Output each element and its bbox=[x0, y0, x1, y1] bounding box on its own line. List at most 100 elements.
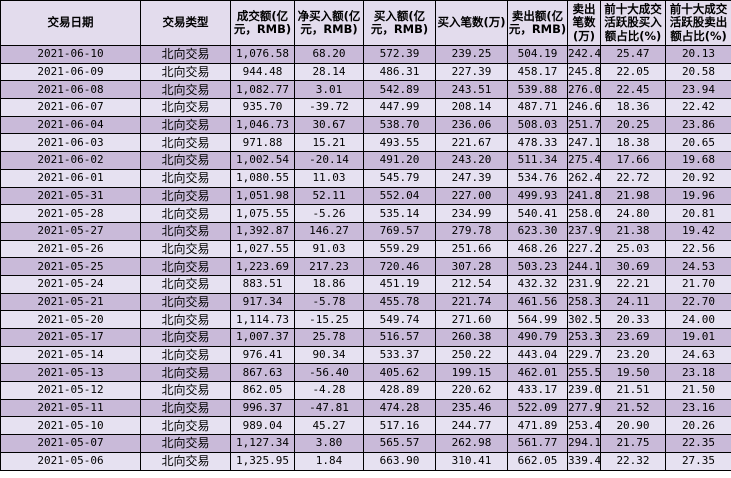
table-row[interactable]: 2021-05-10 北向交易 989.04 45.27 517.16 244.77 471… bbox=[0, 416, 731, 436]
column-header-top10-buy-pct[interactable]: 前十大成交活跃股买入额占比(%) bbox=[600, 0, 666, 46]
table-row[interactable]: 2021-05-07 北向交易 1,127.34 3.80 565.57 262.98 56… bbox=[0, 434, 731, 453]
table-row[interactable]: 2021-05-06 北向交易 1,325.95 1.84 663.90 310.41 66… bbox=[0, 451, 731, 471]
table-row[interactable]: 2021-05-17 北向交易 1,007.37 25.78 516.57 260.38 4… bbox=[0, 328, 731, 347]
cell-buy_amount: 428.89 bbox=[363, 381, 436, 400]
table-row[interactable]: 2021-05-28 北向交易 1,075.55 -5.26 535.14 234.99 5… bbox=[0, 204, 731, 223]
cell-sell_amount: 522.09 bbox=[507, 398, 568, 418]
column-header-type[interactable]: 交易类型 bbox=[140, 0, 231, 46]
cell-sell_count: 258.34 bbox=[567, 292, 601, 312]
cell-type: 北向交易 bbox=[140, 345, 231, 365]
cell-top10_buy_pct: 19.50 bbox=[600, 363, 666, 383]
cell-top10_sell_pct: 20.81 bbox=[665, 204, 731, 223]
cell-sell_amount: 623.30 bbox=[507, 221, 568, 241]
table-row[interactable]: 2021-05-21 北向交易 917.34 -5.78 455.78 221.74 461… bbox=[0, 292, 731, 312]
cell-turnover: 944.48 bbox=[230, 62, 295, 82]
cell-type: 北向交易 bbox=[140, 310, 231, 329]
cell-turnover: 1,392.87 bbox=[230, 221, 295, 241]
column-header-sell-count[interactable]: 卖出笔数(万) bbox=[567, 0, 601, 46]
cell-sell_amount: 662.05 bbox=[507, 451, 568, 471]
column-header-buy-count[interactable]: 买入笔数(万) bbox=[435, 0, 508, 46]
table-row[interactable]: 2021-05-24 北向交易 883.51 18.86 451.19 212.54 432… bbox=[0, 274, 731, 294]
cell-date: 2021-05-27 bbox=[0, 221, 141, 241]
cell-type: 北向交易 bbox=[140, 398, 231, 418]
cell-top10_sell_pct: 19.96 bbox=[665, 186, 731, 206]
cell-buy_count: 247.39 bbox=[435, 168, 508, 188]
cell-buy_amount: 535.14 bbox=[363, 204, 436, 223]
cell-buy_count: 212.54 bbox=[435, 274, 508, 294]
cell-top10_buy_pct: 18.38 bbox=[600, 133, 666, 153]
cell-turnover: 1,082.77 bbox=[230, 80, 295, 100]
cell-top10_sell_pct: 20.58 bbox=[665, 62, 731, 82]
cell-buy_amount: 474.28 bbox=[363, 398, 436, 418]
cell-sell_amount: 561.77 bbox=[507, 434, 568, 453]
table-row[interactable]: 2021-06-02 北向交易 1,002.54 -20.14 491.20 243.20… bbox=[0, 151, 731, 170]
cell-sell_count: 231.95 bbox=[567, 274, 601, 294]
cell-top10_buy_pct: 24.80 bbox=[600, 204, 666, 223]
table-row[interactable]: 2021-06-10 北向交易 1,076.58 68.20 572.39 239.25 5… bbox=[0, 45, 731, 64]
column-header-buy-amount[interactable]: 买入额(亿元，RMB) bbox=[363, 0, 436, 46]
cell-buy_amount: 493.55 bbox=[363, 133, 436, 153]
cell-sell_amount: 534.76 bbox=[507, 168, 568, 188]
table-row[interactable]: 2021-06-08 北向交易 1,082.77 3.01 542.89 243.51 53… bbox=[0, 80, 731, 100]
cell-top10_sell_pct: 21.50 bbox=[665, 381, 731, 400]
cell-sell_amount: 511.34 bbox=[507, 151, 568, 170]
cell-top10_sell_pct: 21.70 bbox=[665, 274, 731, 294]
cell-top10_buy_pct: 30.69 bbox=[600, 257, 666, 276]
cell-buy_count: 243.20 bbox=[435, 151, 508, 170]
cell-date: 2021-05-25 bbox=[0, 257, 141, 276]
cell-date: 2021-06-07 bbox=[0, 98, 141, 117]
cell-top10_buy_pct: 22.72 bbox=[600, 168, 666, 188]
cell-buy_count: 234.99 bbox=[435, 204, 508, 223]
table-row[interactable]: 2021-05-25 北向交易 1,223.69 217.23 720.46 307.28… bbox=[0, 257, 731, 276]
cell-type: 北向交易 bbox=[140, 98, 231, 117]
cell-top10_sell_pct: 20.92 bbox=[665, 168, 731, 188]
cell-top10_buy_pct: 20.33 bbox=[600, 310, 666, 329]
cell-net_buy: 3.80 bbox=[294, 434, 364, 453]
cell-top10_sell_pct: 23.18 bbox=[665, 363, 731, 383]
cell-top10_sell_pct: 22.70 bbox=[665, 292, 731, 312]
cell-top10_buy_pct: 21.75 bbox=[600, 434, 666, 453]
cell-sell_count: 241.89 bbox=[567, 186, 601, 206]
table-row[interactable]: 2021-05-31 北向交易 1,051.98 52.11 552.04 227.00 4… bbox=[0, 186, 731, 206]
cell-turnover: 867.63 bbox=[230, 363, 295, 383]
cell-top10_buy_pct: 25.03 bbox=[600, 239, 666, 259]
cell-top10_sell_pct: 20.26 bbox=[665, 416, 731, 436]
cell-type: 北向交易 bbox=[140, 239, 231, 259]
column-header-net-buy[interactable]: 净买入额(亿元，RMB) bbox=[294, 0, 364, 46]
table-row[interactable]: 2021-05-20 北向交易 1,114.73 -15.25 549.74 271.60… bbox=[0, 310, 731, 329]
table-row[interactable]: 2021-05-11 北向交易 996.37 -47.81 474.28 235.46 52… bbox=[0, 398, 731, 418]
table-row[interactable]: 2021-06-01 北向交易 1,080.55 11.03 545.79 247.39 5… bbox=[0, 168, 731, 188]
table-row[interactable]: 2021-05-26 北向交易 1,027.55 91.03 559.29 251.66 4… bbox=[0, 239, 731, 259]
cell-buy_count: 199.15 bbox=[435, 363, 508, 383]
table-row[interactable]: 2021-06-03 北向交易 971.88 15.21 493.55 221.67 478… bbox=[0, 133, 731, 153]
cell-type: 北向交易 bbox=[140, 328, 231, 347]
table-row[interactable]: 2021-06-09 北向交易 944.48 28.14 486.31 227.39 458… bbox=[0, 62, 731, 82]
cell-turnover: 976.41 bbox=[230, 345, 295, 365]
column-header-top10-sell-pct[interactable]: 前十大成交活跃股卖出额占比(%) bbox=[665, 0, 731, 46]
cell-turnover: 989.04 bbox=[230, 416, 295, 436]
column-header-sell-amount[interactable]: 卖出额(亿元，RMB) bbox=[507, 0, 568, 46]
cell-buy_amount: 720.46 bbox=[363, 257, 436, 276]
cell-date: 2021-06-08 bbox=[0, 80, 141, 100]
cell-net_buy: -20.14 bbox=[294, 151, 364, 170]
cell-sell_count: 276.04 bbox=[567, 80, 601, 100]
table-row[interactable]: 2021-05-14 北向交易 976.41 90.34 533.37 250.22 443… bbox=[0, 345, 731, 365]
table-row[interactable]: 2021-05-12 北向交易 862.05 -4.28 428.89 220.62 433… bbox=[0, 381, 731, 400]
cell-top10_sell_pct: 27.35 bbox=[665, 451, 731, 471]
cell-date: 2021-05-14 bbox=[0, 345, 141, 365]
table-row[interactable]: 2021-06-04 北向交易 1,046.73 30.67 538.70 236.06 5… bbox=[0, 115, 731, 135]
cell-sell_count: 258.09 bbox=[567, 204, 601, 223]
table-row[interactable]: 2021-05-27 北向交易 1,392.87 146.27 769.57 279.78… bbox=[0, 221, 731, 241]
cell-turnover: 917.34 bbox=[230, 292, 295, 312]
cell-top10_buy_pct: 20.90 bbox=[600, 416, 666, 436]
cell-type: 北向交易 bbox=[140, 416, 231, 436]
cell-sell_amount: 508.03 bbox=[507, 115, 568, 135]
table-row[interactable]: 2021-05-13 北向交易 867.63 -56.40 405.62 199.15 46… bbox=[0, 363, 731, 383]
cell-sell_amount: 468.26 bbox=[507, 239, 568, 259]
column-header-turnover[interactable]: 成交额(亿元，RMB) bbox=[230, 0, 295, 46]
cell-top10_buy_pct: 22.32 bbox=[600, 451, 666, 471]
cell-buy_amount: 455.78 bbox=[363, 292, 436, 312]
cell-buy_count: 208.14 bbox=[435, 98, 508, 117]
column-header-date[interactable]: 交易日期 bbox=[0, 0, 141, 46]
table-row[interactable]: 2021-06-07 北向交易 935.70 -39.72 447.99 208.14 48… bbox=[0, 98, 731, 117]
